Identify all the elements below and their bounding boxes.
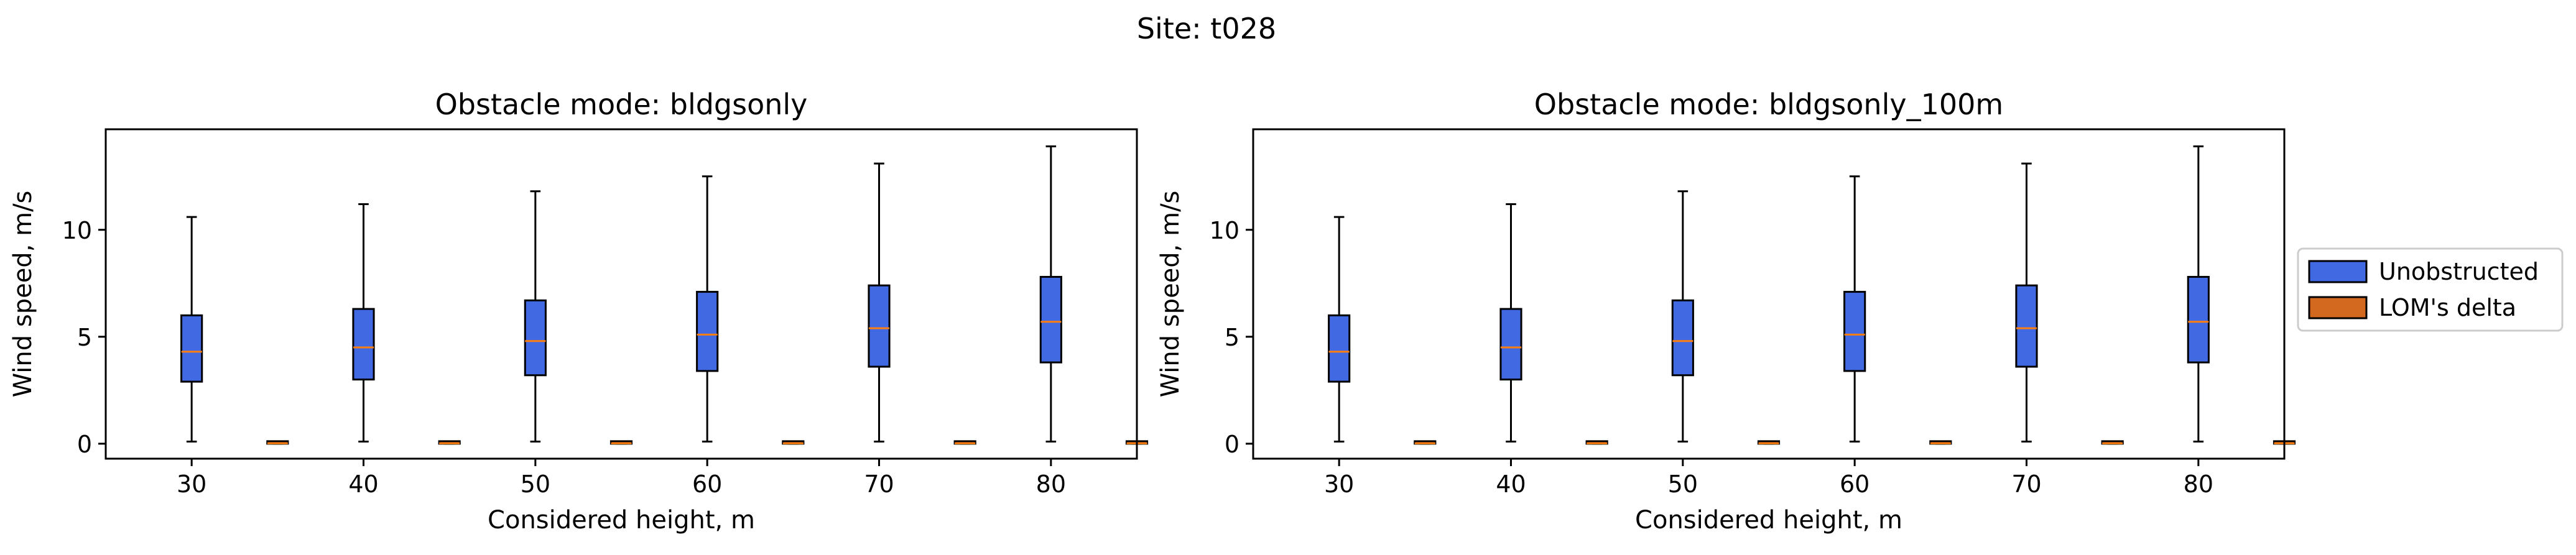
box-30	[1414, 440, 1437, 445]
legend: Unobstructed LOM's delta	[2297, 247, 2564, 332]
x-axis-label: Considered height, m	[488, 506, 755, 534]
legend-entry: LOM's delta	[2308, 294, 2516, 321]
legend-entry: Unobstructed	[2308, 258, 2539, 285]
x-tick-label: 70	[864, 470, 894, 498]
legend-label: Unobstructed	[2379, 258, 2539, 285]
chart-panel-1: Obstacle mode: bldgsonly 0 5 10 Wind speed, …	[9, 88, 1149, 534]
x-tick-label: 40	[1496, 470, 1526, 498]
axes-frame	[104, 128, 1138, 460]
box-40	[438, 440, 461, 445]
chart-panel-2: Obstacle mode: bldgsonly_100m 0 5 10 Wind sp…	[1156, 88, 2296, 534]
y-tick-label: 0	[1225, 431, 1239, 458]
box-iqr	[1671, 299, 1694, 377]
box-70	[953, 440, 976, 445]
box-40	[1499, 203, 1522, 443]
series-unobstructed	[180, 145, 1062, 443]
box-50	[1757, 440, 1781, 445]
box-iqr	[524, 299, 547, 377]
x-tick-label: 60	[692, 470, 722, 498]
x-tick-label: 30	[1324, 470, 1354, 498]
x-axis: 30 40 50 60 70 80	[177, 459, 1066, 498]
box-iqr	[2015, 284, 2038, 368]
box-iqr	[696, 291, 719, 372]
series-unobstructed	[1328, 145, 2210, 443]
box-60	[782, 440, 805, 445]
chart-title: Obstacle mode: bldgsonly	[435, 88, 808, 121]
y-axis-label: Wind speed, m/s	[9, 191, 37, 398]
box-50	[1671, 190, 1694, 443]
y-tick-label: 0	[77, 431, 92, 458]
box-iqr	[2187, 275, 2210, 364]
box-iqr	[1328, 314, 1351, 383]
y-tick-label: 10	[1210, 217, 1239, 244]
box-70	[2015, 162, 2038, 443]
x-axis: 30 40 50 60 70 80	[1324, 459, 2213, 498]
box-60	[1929, 440, 1952, 445]
legend-label: LOM's delta	[2379, 294, 2516, 321]
series-lom-delta	[266, 440, 1149, 445]
box-iqr	[1499, 308, 1522, 381]
x-tick-label: 80	[2184, 470, 2213, 498]
box-30	[1328, 216, 1351, 443]
y-axis-label: Wind speed, m/s	[1156, 191, 1185, 398]
box-iqr	[180, 314, 203, 383]
y-axis: 0 5 10	[62, 217, 106, 458]
y-tick-label: 5	[77, 324, 92, 351]
box-70	[868, 162, 891, 443]
chart-panels: Obstacle mode: bldgsonly 0 5 10 Wind speed, …	[9, 88, 2296, 534]
legend-swatch	[2308, 260, 2368, 283]
legend-swatch	[2308, 296, 2368, 319]
y-tick-label: 10	[62, 217, 92, 244]
box-iqr	[1843, 291, 1866, 372]
x-tick-label: 40	[348, 470, 378, 498]
x-tick-label: 70	[2011, 470, 2041, 498]
x-axis-label: Considered height, m	[1635, 506, 1902, 534]
box-iqr	[868, 284, 891, 368]
box-30	[180, 216, 203, 443]
box-60	[1843, 175, 1866, 443]
box-70	[2101, 440, 2124, 445]
box-40	[1585, 440, 1608, 445]
box-50	[524, 190, 547, 443]
figure-suptitle: Site: t028	[1137, 12, 1276, 45]
x-tick-label: 50	[521, 470, 550, 498]
box-iqr	[1039, 275, 1062, 364]
box-60	[696, 175, 719, 443]
x-tick-label: 30	[177, 470, 206, 498]
x-tick-label: 50	[1668, 470, 1698, 498]
y-tick-label: 5	[1225, 324, 1239, 351]
box-50	[609, 440, 633, 445]
chart-title: Obstacle mode: bldgsonly_100m	[1534, 88, 2003, 121]
box-30	[266, 440, 289, 445]
box-80	[2187, 145, 2210, 443]
box-80	[1039, 145, 1062, 443]
box-40	[352, 203, 375, 443]
y-axis: 0 5 10	[1210, 217, 1253, 458]
axes-frame	[1252, 128, 2286, 460]
box-iqr	[352, 308, 375, 381]
x-tick-label: 80	[1036, 470, 1066, 498]
x-tick-label: 60	[1840, 470, 1869, 498]
